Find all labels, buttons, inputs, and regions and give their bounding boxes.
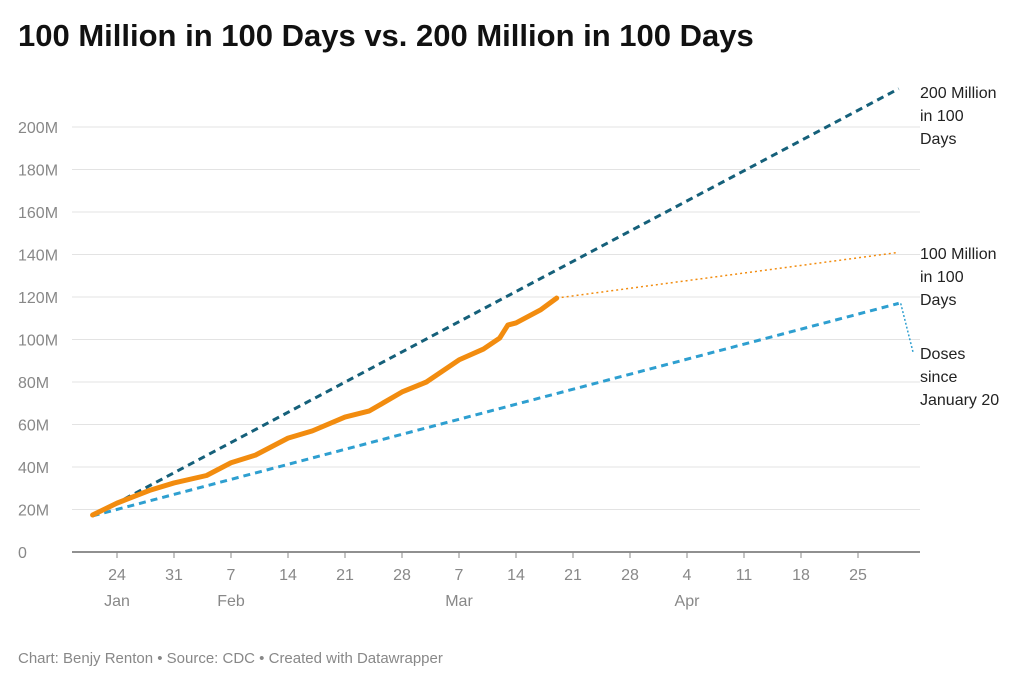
chart-title: 100 Million in 100 Days vs. 200 Million … xyxy=(18,18,754,53)
y-tick-label: 180M xyxy=(18,163,58,180)
y-tick-label: 80M xyxy=(18,375,49,392)
x-tick-label: 14 xyxy=(279,567,297,584)
x-tick-label: 21 xyxy=(336,567,354,584)
x-month-label: Jan xyxy=(104,593,130,610)
x-tick-label: 7 xyxy=(227,567,236,584)
x-tick-label: 14 xyxy=(507,567,525,584)
y-tick-label: 200M xyxy=(18,120,58,137)
y-tick-label: 40M xyxy=(18,460,49,477)
x-tick-label: 31 xyxy=(165,567,183,584)
y-tick-label: 120M xyxy=(18,290,58,307)
label-connector xyxy=(899,303,914,353)
footer: Chart: Benjy Renton • Source: CDC • Crea… xyxy=(18,650,443,667)
x-month-label: Feb xyxy=(217,593,245,610)
projection-line xyxy=(556,251,899,299)
y-tick-label: 160M xyxy=(18,205,58,222)
series-line xyxy=(90,295,560,518)
series-line xyxy=(92,301,900,518)
x-tick-label: 21 xyxy=(564,567,582,584)
x-tick-label: 28 xyxy=(621,567,639,584)
y-tick-label: 0 xyxy=(18,545,27,562)
x-tick-label: 28 xyxy=(393,567,411,584)
series-label: 100 Million in 100 Days xyxy=(920,246,997,309)
x-tick-label: 25 xyxy=(849,567,867,584)
y-tick-label: 140M xyxy=(18,248,58,265)
y-tick-label: 100M xyxy=(18,333,58,350)
y-tick-label: 20M xyxy=(18,503,49,520)
x-tick-label: 18 xyxy=(792,567,810,584)
x-tick-label: 7 xyxy=(455,567,464,584)
series-label: 200 Million in 100 Days xyxy=(920,85,997,148)
x-month-label: Apr xyxy=(675,593,701,610)
series-label: Doses since January 20 xyxy=(920,346,1000,409)
x-month-label: Mar xyxy=(445,593,473,610)
x-tick-label: 4 xyxy=(683,567,692,584)
series-line xyxy=(91,87,900,518)
x-tick-label: 11 xyxy=(736,567,753,584)
y-tick-label: 60M xyxy=(18,418,49,435)
x-tick-label: 24 xyxy=(108,567,126,584)
